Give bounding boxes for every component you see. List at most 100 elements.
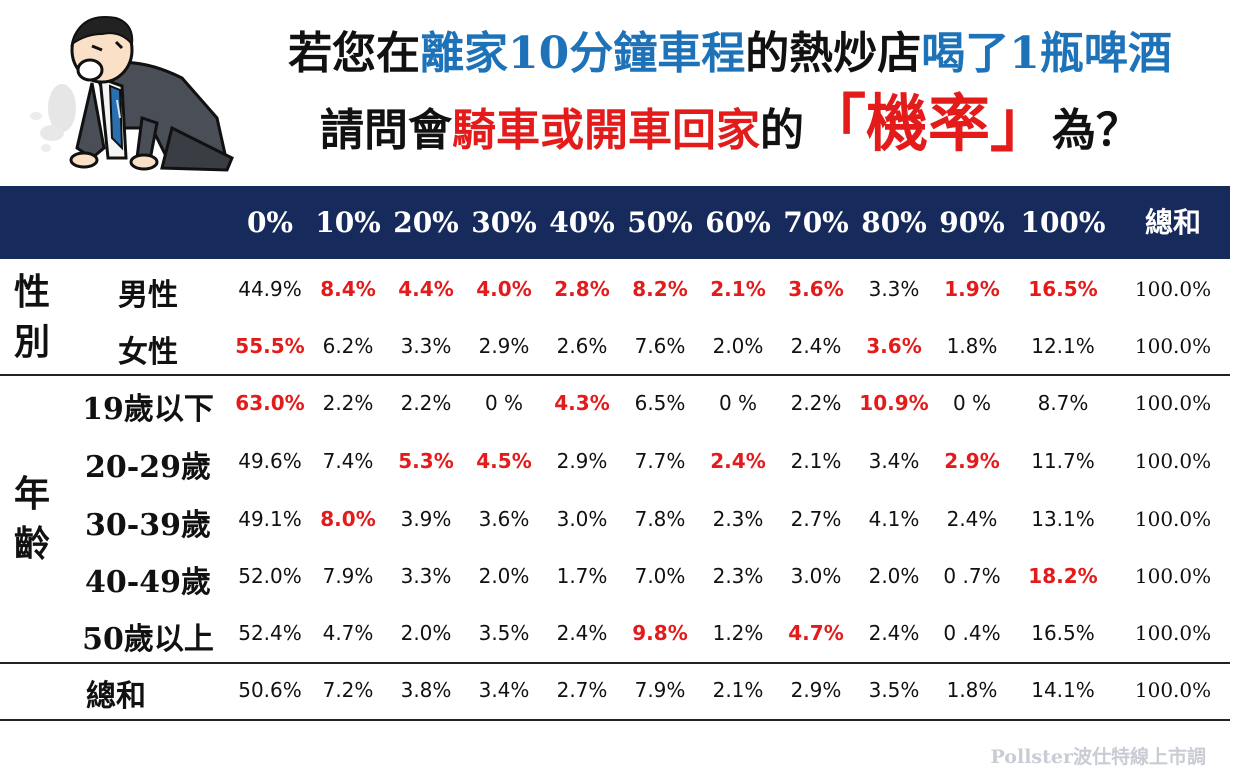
table-cell: 2.0% — [868, 564, 920, 588]
table-cell: 2.7% — [790, 507, 842, 531]
table-cell: 3.5% — [868, 678, 920, 702]
table-cell: 0 % — [484, 391, 524, 415]
table-cell: 0 % — [718, 391, 758, 415]
row-label: 30-39歲 — [85, 508, 211, 543]
table-cell: 18.2% — [1028, 564, 1098, 588]
row-label: 40-49歲 — [85, 565, 211, 600]
table-cell: 8.4% — [320, 277, 376, 301]
title-segment: 騎車或開車回家 — [451, 105, 760, 156]
table-cell: 0 % — [952, 391, 992, 415]
table-cell: 8.7% — [1037, 391, 1089, 415]
table-cell: 2.1% — [790, 449, 842, 473]
table-cell: 3.6% — [478, 507, 530, 531]
table-cell: 4.1% — [868, 507, 920, 531]
table-cell: 1.8% — [946, 678, 998, 702]
table-cell: 2.4% — [556, 621, 608, 645]
table-cell: 3.3% — [400, 564, 452, 588]
table-cell: 4.7% — [322, 621, 374, 645]
table-cell: 14.1% — [1031, 678, 1095, 702]
table-cell: 0 .7% — [943, 564, 1001, 588]
table-cell: 3.4% — [868, 449, 920, 473]
table-cell: 2.9% — [944, 449, 1000, 473]
row-label: 20-29歲 — [85, 450, 211, 485]
row-label: 男性 — [118, 278, 178, 313]
table-cell: 16.5% — [1028, 277, 1098, 301]
table-cell: 3.5% — [478, 621, 530, 645]
table-cell: 1.8% — [946, 334, 998, 358]
table-cell: 10.9% — [859, 391, 929, 415]
table-cell: 1.9% — [944, 277, 1000, 301]
table-cell: 2.9% — [790, 678, 842, 702]
table-divider — [0, 662, 1230, 664]
table-cell: 52.0% — [238, 564, 302, 588]
column-header: 70% — [783, 206, 849, 239]
row-group-label: 年齡 — [13, 473, 50, 565]
table-cell: 5.3% — [398, 449, 454, 473]
column-header: 100% — [1020, 206, 1106, 239]
column-header: 10% — [315, 206, 381, 239]
column-header: 80% — [861, 206, 927, 239]
row-group-label: 性別 — [13, 271, 50, 363]
table-cell: 2.2% — [322, 391, 374, 415]
table-cell: 3.6% — [866, 334, 922, 358]
table-cell: 100.0% — [1134, 621, 1212, 645]
column-header: 90% — [939, 206, 1005, 239]
title-segment: 的 — [759, 105, 804, 156]
table-cell: 6.5% — [634, 391, 686, 415]
title-segment: 的熱炒店 — [745, 28, 922, 79]
table-cell: 2.9% — [556, 449, 608, 473]
table-cell: 49.6% — [238, 449, 302, 473]
table-cell: 2.7% — [556, 678, 608, 702]
table-cell: 8.2% — [632, 277, 688, 301]
table-cell: 16.5% — [1031, 621, 1095, 645]
table-cell: 4.4% — [398, 277, 454, 301]
table-cell: 2.6% — [556, 334, 608, 358]
table-cell: 2.1% — [710, 277, 766, 301]
column-header: 60% — [705, 206, 771, 239]
table-cell: 1.2% — [712, 621, 764, 645]
table-cell: 4.7% — [788, 621, 844, 645]
table-cell: 2.3% — [712, 507, 764, 531]
table-cell: 7.9% — [634, 678, 686, 702]
table-cell: 3.3% — [400, 334, 452, 358]
table-cell: 3.0% — [556, 507, 608, 531]
title-segment: 請問會 — [319, 105, 452, 156]
table-divider — [0, 719, 1230, 721]
table-cell: 2.4% — [868, 621, 920, 645]
table-cell: 4.5% — [476, 449, 532, 473]
table-cell: 2.0% — [400, 621, 452, 645]
table-cell: 11.7% — [1031, 449, 1095, 473]
row-label: 19歲以下 — [82, 392, 214, 427]
table-cell: 4.0% — [476, 277, 532, 301]
table-cell: 7.4% — [322, 449, 374, 473]
table-cell: 4.3% — [554, 391, 610, 415]
column-header: 20% — [393, 206, 459, 239]
table-cell: 2.4% — [790, 334, 842, 358]
table-cell: 50.6% — [238, 678, 302, 702]
table-cell: 100.0% — [1134, 678, 1212, 702]
table-cell: 1.7% — [556, 564, 608, 588]
table-cell: 100.0% — [1134, 391, 1212, 415]
row-label: 女性 — [118, 335, 178, 370]
table-cell: 52.4% — [238, 621, 302, 645]
title-segment: 若您在 — [288, 28, 421, 79]
column-header: 30% — [471, 206, 537, 239]
table-cell: 12.1% — [1031, 334, 1095, 358]
table-cell: 2.4% — [946, 507, 998, 531]
table-cell: 7.6% — [634, 334, 686, 358]
table-cell: 0 .4% — [943, 621, 1001, 645]
column-header: 0% — [246, 206, 294, 239]
table-cell: 63.0% — [235, 391, 305, 415]
table-cell: 7.9% — [322, 564, 374, 588]
table-cell: 3.6% — [788, 277, 844, 301]
table-cell: 7.2% — [322, 678, 374, 702]
row-label: 總和 — [86, 679, 146, 714]
row-label: 50歲以上 — [82, 622, 214, 657]
table-cell: 2.9% — [478, 334, 530, 358]
chart-title: 若您在離家10分鐘車程的熱炒店喝了1瓶啤酒 請問會騎車或開車回家的「機率」為？ — [230, 22, 1230, 169]
table-cell: 13.1% — [1031, 507, 1095, 531]
title-line-1: 若您在離家10分鐘車程的熱炒店喝了1瓶啤酒 — [230, 22, 1230, 86]
table-cell: 100.0% — [1134, 564, 1212, 588]
drunk-man-illustration — [30, 16, 234, 172]
column-header: 總和 — [1144, 206, 1202, 239]
